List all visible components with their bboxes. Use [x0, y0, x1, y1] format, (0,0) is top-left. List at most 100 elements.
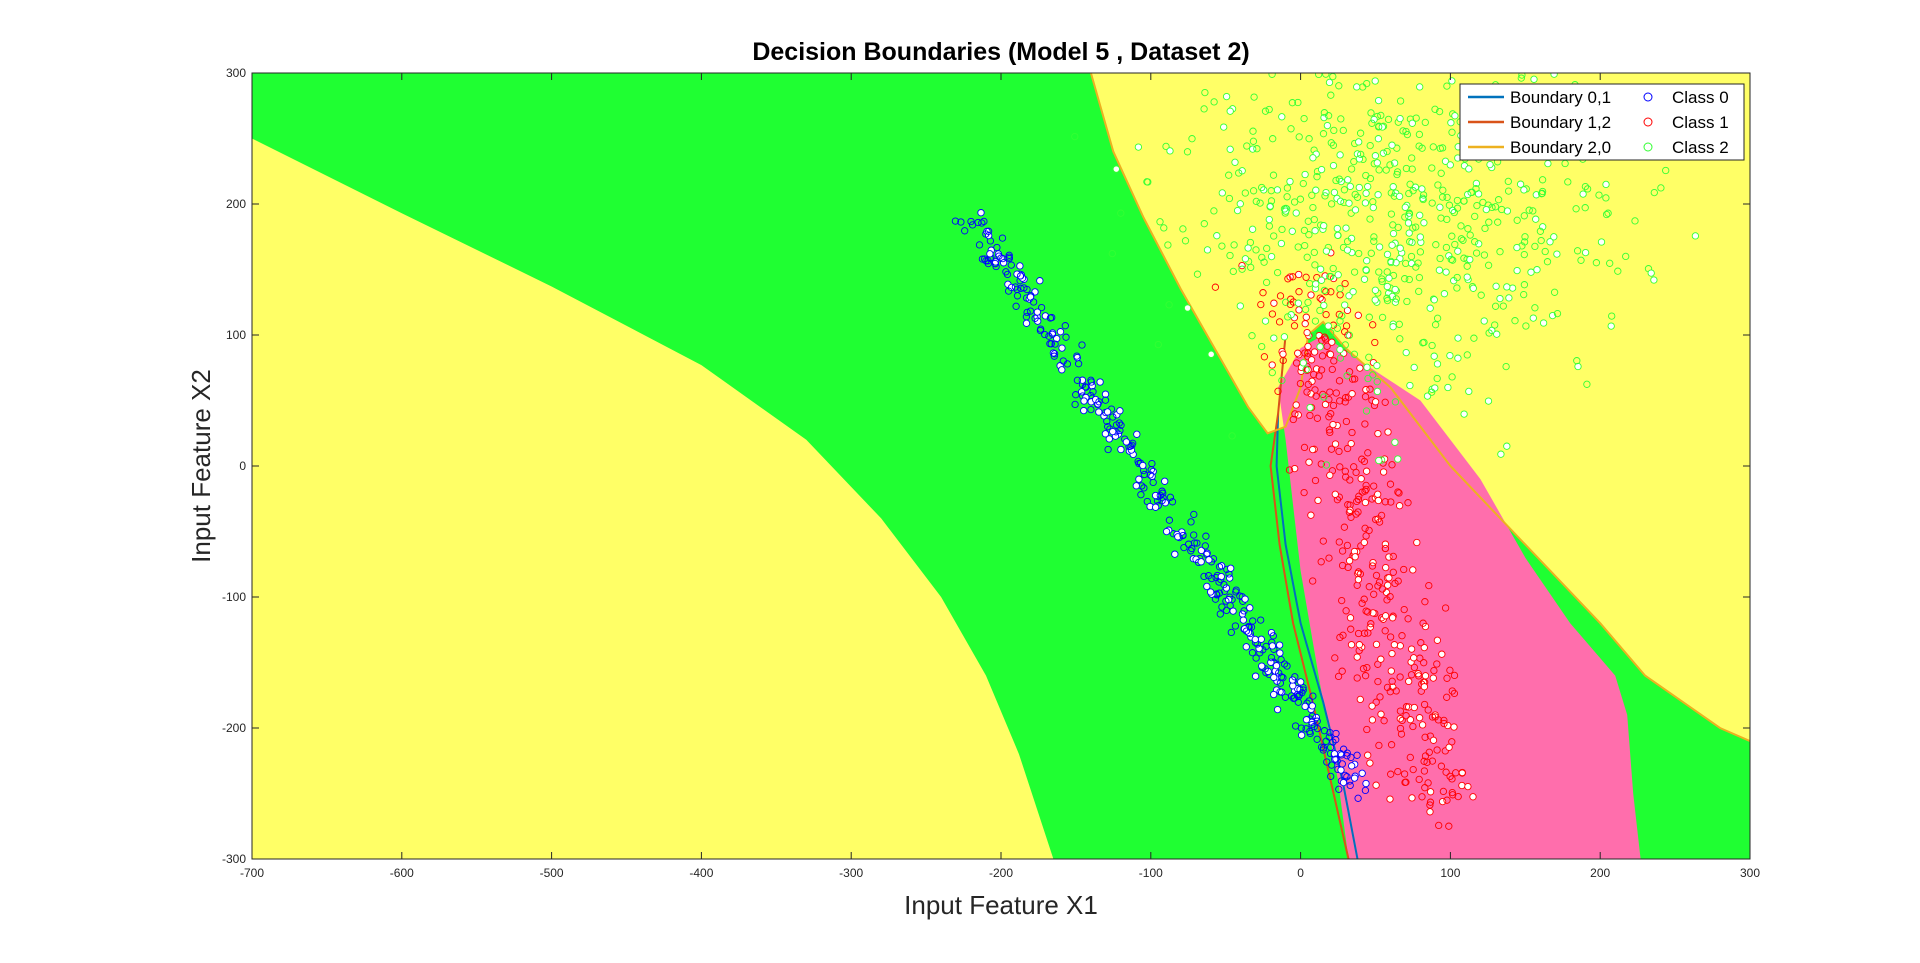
- data-point: [1301, 170, 1309, 179]
- data-point: [1342, 322, 1351, 330]
- data-point: [1367, 249, 1375, 257]
- data-point: [1310, 248, 1318, 257]
- data-point: [1330, 188, 1339, 197]
- data-point: [1428, 713, 1437, 721]
- data-point: [1320, 393, 1328, 401]
- data-point: [1347, 513, 1355, 521]
- data-point: [1451, 112, 1459, 120]
- y-tick-label: 300: [226, 66, 246, 80]
- data-point: [1650, 276, 1658, 284]
- data-point: [1355, 249, 1363, 258]
- x-tick-label: -200: [989, 866, 1013, 880]
- data-point: [1348, 428, 1356, 437]
- data-point: [1347, 165, 1356, 173]
- data-point: [1310, 370, 1318, 379]
- data-point: [1395, 320, 1403, 328]
- data-point: [1270, 232, 1278, 240]
- data-point: [1050, 352, 1058, 360]
- data-point: [1282, 298, 1290, 306]
- data-point: [1520, 186, 1528, 194]
- data-point: [1502, 362, 1510, 371]
- data-point: [1342, 417, 1351, 426]
- data-point: [1448, 775, 1456, 783]
- data-point: [1262, 278, 1271, 287]
- data-point: [1407, 645, 1416, 653]
- data-point: [1408, 165, 1416, 173]
- data-point: [1608, 312, 1616, 320]
- data-point: [1252, 197, 1260, 206]
- data-point: [1290, 198, 1299, 206]
- data-point: [1448, 128, 1456, 136]
- data-point: [1122, 438, 1131, 446]
- data-point: [1536, 227, 1545, 235]
- data-point: [1257, 616, 1265, 624]
- data-point: [1365, 526, 1373, 535]
- data-point: [1388, 614, 1397, 622]
- data-point: [1429, 143, 1437, 151]
- data-point: [1316, 294, 1324, 302]
- data-point: [1531, 304, 1539, 312]
- data-point: [1546, 238, 1554, 246]
- data-point: [1460, 254, 1468, 262]
- data-point: [1525, 206, 1533, 214]
- data-point: [1446, 351, 1454, 360]
- data-point: [1479, 198, 1487, 207]
- data-point: [1325, 554, 1333, 562]
- data-point: [1379, 468, 1388, 476]
- data-point: [1410, 654, 1418, 662]
- data-point: [1387, 189, 1395, 197]
- data-point: [1283, 184, 1292, 192]
- data-point: [1296, 195, 1305, 203]
- region-pink: [1278, 335, 1641, 859]
- data-point: [1407, 671, 1416, 679]
- data-point: [1503, 283, 1511, 291]
- data-point: [1078, 341, 1086, 349]
- data-point: [1326, 743, 1335, 751]
- data-point: [1371, 286, 1380, 294]
- data-point: [1453, 273, 1461, 282]
- data-point: [1415, 273, 1424, 282]
- data-point: [1022, 319, 1031, 327]
- data-point: [1393, 170, 1401, 179]
- data-point: [1187, 518, 1195, 526]
- data-point: [1229, 607, 1237, 615]
- data-point: [1368, 119, 1376, 127]
- data-point: [1313, 414, 1322, 422]
- data-point: [1520, 290, 1528, 299]
- data-point: [1156, 491, 1164, 500]
- data-point: [1491, 203, 1500, 211]
- data-point: [1492, 282, 1500, 290]
- data-point: [1395, 192, 1404, 201]
- data-point: [1295, 288, 1303, 296]
- data-point: [1464, 225, 1472, 233]
- data-point: [1349, 288, 1357, 296]
- data-point: [1327, 139, 1335, 147]
- y-axis-label: Input Feature X2: [186, 369, 216, 563]
- data-point: [1073, 376, 1082, 384]
- data-point: [1433, 374, 1441, 383]
- data-point: [1351, 553, 1359, 561]
- data-point: [1354, 311, 1362, 319]
- data-point: [1333, 324, 1342, 332]
- data-point: [1294, 98, 1302, 107]
- data-point: [1482, 205, 1490, 214]
- data-point: [1353, 497, 1361, 506]
- data-point: [1471, 238, 1479, 246]
- data-point: [1270, 299, 1278, 307]
- data-point: [1012, 302, 1020, 310]
- data-point: [1433, 360, 1442, 368]
- data-point: [1434, 181, 1442, 189]
- data-point: [1105, 435, 1113, 443]
- data-point: [1398, 716, 1406, 725]
- data-point: [1310, 722, 1318, 731]
- data-point: [1051, 340, 1059, 348]
- data-point: [1159, 489, 1167, 497]
- data-point: [1365, 313, 1373, 321]
- data-point: [1362, 189, 1370, 197]
- data-point: [1290, 322, 1299, 330]
- data-point: [1329, 141, 1338, 149]
- data-point: [1363, 363, 1371, 371]
- data-point: [1388, 141, 1396, 149]
- data-point: [1366, 385, 1374, 393]
- data-point: [1375, 268, 1383, 276]
